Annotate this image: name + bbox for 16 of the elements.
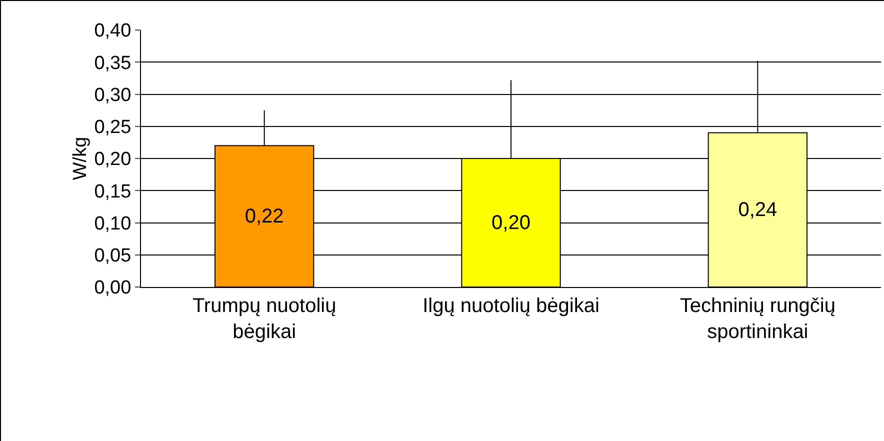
y-tick-label: 0,30 xyxy=(94,84,132,106)
data-label: 0,20 xyxy=(492,212,530,234)
data-label: 0,24 xyxy=(738,198,778,221)
x-tick-label: Techninių rungčių sportininkai xyxy=(680,295,836,343)
x-tick-label: Ilgų nuotolių bėgikai xyxy=(422,295,600,317)
x-tick-label: Trumpų nuotolių bėgikai xyxy=(192,295,336,343)
y-tick-label: 0,10 xyxy=(94,213,132,234)
y-tick-label: 0,25 xyxy=(94,117,132,138)
y-tick-label: 0,20 xyxy=(94,149,132,170)
data-label: 0,22 xyxy=(244,205,284,228)
y-tick-label: 0,00 xyxy=(94,278,132,299)
y-tick-label: 0,15 xyxy=(94,181,132,202)
y-tick-label: 0,40 xyxy=(94,20,132,42)
y-tick-label: 0,35 xyxy=(94,52,132,74)
y-tick-label: 0,05 xyxy=(94,246,132,267)
y-axis-title: W/kg xyxy=(70,136,92,180)
